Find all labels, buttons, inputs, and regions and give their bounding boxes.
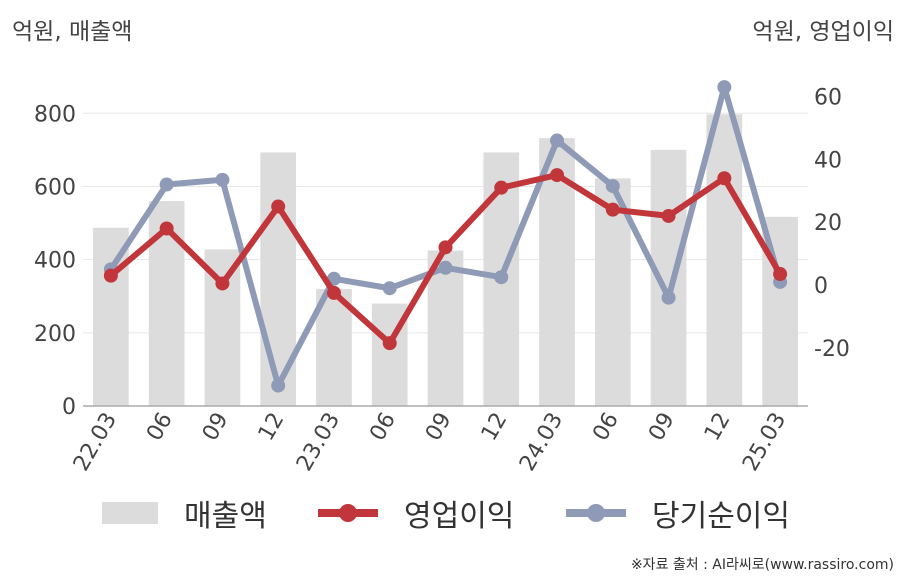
left-axis-unit-label: 억원, 매출액 xyxy=(12,19,133,45)
right-axis-tick-label: 20 xyxy=(814,211,842,236)
x-axis-tick-label: 12 xyxy=(254,409,290,446)
x-axis-tick-label: 06 xyxy=(142,409,178,446)
net-income-point xyxy=(717,80,732,95)
x-axis-tick-label: 24.03 xyxy=(515,409,568,476)
right-axis-tick-label: 40 xyxy=(814,148,842,173)
revenue-bar xyxy=(316,288,352,406)
net-income-point xyxy=(271,378,286,393)
x-axis-tick-label: 22.03 xyxy=(69,409,122,476)
left-axis-tick-label: 200 xyxy=(34,322,76,347)
operating-profit-point xyxy=(271,199,286,214)
right-axis-tick-label: 0 xyxy=(814,274,828,299)
net-income-point xyxy=(215,172,230,187)
x-axis-tick-label: 09 xyxy=(421,409,457,446)
chart-legend: 매출액 영업이익 당기순이익 xyxy=(0,488,908,538)
operating-profit-point xyxy=(326,285,341,300)
revenue-bar xyxy=(706,114,743,406)
x-axis-tick-label: 06 xyxy=(365,409,401,446)
legend-label-net-income: 당기순이익 xyxy=(652,499,790,534)
right-axis-unit-label: 억원, 영업이익 xyxy=(752,19,894,45)
x-axis-tick-label: 06 xyxy=(588,409,624,446)
net-income-point xyxy=(438,260,453,275)
operating-profit-point xyxy=(550,168,565,183)
x-axis-tick-label: 25.03 xyxy=(738,409,791,476)
revenue-bar xyxy=(93,227,129,406)
left-axis-tick-label: 400 xyxy=(34,249,76,274)
legend-item-net-income: 당기순이익 xyxy=(566,488,790,538)
legend-swatch-operating-profit xyxy=(318,498,378,528)
operating-profit-point xyxy=(438,240,453,255)
net-income-point xyxy=(159,177,174,192)
net-income-point xyxy=(494,270,509,285)
operating-profit-point xyxy=(717,171,732,186)
left-axis-tick-label: 0 xyxy=(62,395,76,420)
legend-swatch-net-income xyxy=(566,498,626,528)
net-income-point xyxy=(661,290,676,305)
x-axis-tick-label: 23.03 xyxy=(292,409,345,476)
operating-profit-point xyxy=(773,267,788,282)
right-axis-tick-label: -20 xyxy=(814,337,850,362)
x-axis-tick-label: 12 xyxy=(477,409,513,446)
operating-profit-point xyxy=(494,180,509,195)
legend-swatch-revenue xyxy=(102,502,158,524)
revenue-bar xyxy=(427,250,464,406)
left-axis-tick-label: 600 xyxy=(34,175,76,200)
legend-label-revenue: 매출액 xyxy=(184,499,267,534)
legend-item-operating-profit: 영업이익 xyxy=(318,488,514,538)
operating-profit-point xyxy=(103,268,118,283)
net-income-point xyxy=(550,133,565,148)
left-axis-tick-label: 800 xyxy=(34,102,76,127)
operating-profit-point xyxy=(605,202,620,217)
x-axis-tick-label: 09 xyxy=(198,409,234,446)
x-axis-tick-label: 09 xyxy=(644,409,680,446)
legend-label-operating-profit: 영업이익 xyxy=(404,499,515,534)
operating-profit-point xyxy=(215,276,230,291)
operating-profit-point xyxy=(661,208,676,223)
net-income-point xyxy=(382,281,397,296)
right-axis-tick-label: 60 xyxy=(814,86,842,111)
x-axis-tick-label: 12 xyxy=(700,409,736,446)
source-credit: ※자료 출처 : AI라씨로(www.rassiro.com) xyxy=(630,557,894,573)
operating-profit-point xyxy=(382,336,397,351)
operating-profit-point xyxy=(159,221,174,236)
net-income-point xyxy=(605,179,620,194)
legend-item-revenue: 매출액 xyxy=(102,488,267,538)
